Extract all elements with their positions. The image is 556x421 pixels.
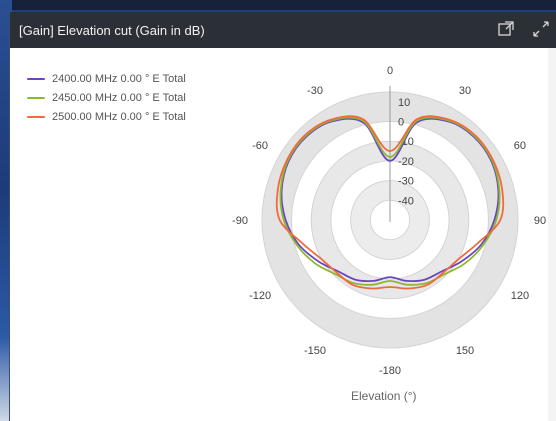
legend-label: 2400.00 MHz 0.00 ° E Total: [52, 72, 186, 85]
legend-label: 2500.00 MHz 0.00 ° E Total: [52, 110, 186, 123]
series-line-2: [279, 116, 501, 286]
legend-swatch: [27, 77, 45, 80]
top-strip: [0, 0, 556, 10]
legend-item-3[interactable]: 2500.00 MHz 0.00 ° E Total: [27, 107, 186, 126]
chart-legend: 2400.00 MHz 0.00 ° E Total 2450.00 MHz 0.…: [27, 69, 186, 126]
panel-titlebar: [Gain] Elevation cut (Gain in dB): [10, 12, 556, 48]
polar-chart: 0306090120150-180-150-120-90-60-30100-10…: [232, 65, 546, 377]
legend-item-1[interactable]: 2400.00 MHz 0.00 ° E Total: [27, 69, 186, 88]
angle-tick-label: -30: [307, 85, 323, 97]
angle-tick-label: 90: [534, 215, 546, 227]
angle-tick-label: 150: [456, 345, 474, 357]
angle-tick-label: 0: [387, 65, 393, 77]
panel-title: [Gain] Elevation cut (Gain in dB): [19, 23, 205, 38]
series-line-1: [280, 117, 500, 282]
radial-tick-label: -30: [398, 176, 414, 188]
axis-title: Elevation (°): [351, 389, 417, 403]
legend-swatch: [27, 96, 45, 99]
radial-tick-label: -20: [398, 156, 414, 168]
chart-panel: [Gain] Elevation cut (Gain in dB) 2400.0…: [9, 12, 556, 421]
angle-tick-label: -120: [249, 290, 271, 302]
angle-tick-label: 30: [459, 85, 471, 97]
expand-icon[interactable]: [531, 19, 551, 39]
angle-tick-label: -90: [232, 215, 248, 227]
legend-swatch: [27, 115, 45, 118]
angle-tick-label: 120: [511, 290, 529, 302]
radial-tick-label: -40: [398, 195, 414, 207]
angle-tick-label: 60: [514, 140, 526, 152]
angle-tick-label: -150: [304, 345, 326, 357]
angle-tick-label: -60: [252, 140, 268, 152]
radial-tick-label: 10: [398, 97, 410, 109]
legend-item-2[interactable]: 2450.00 MHz 0.00 ° E Total: [27, 88, 186, 107]
legend-label: 2450.00 MHz 0.00 ° E Total: [52, 91, 186, 104]
series-line-3: [275, 115, 505, 290]
panel-scrollbar[interactable]: [548, 48, 556, 421]
angle-tick-label: -180: [379, 365, 401, 377]
popout-window-icon[interactable]: [496, 19, 516, 39]
radial-tick-label: 0: [398, 117, 404, 129]
